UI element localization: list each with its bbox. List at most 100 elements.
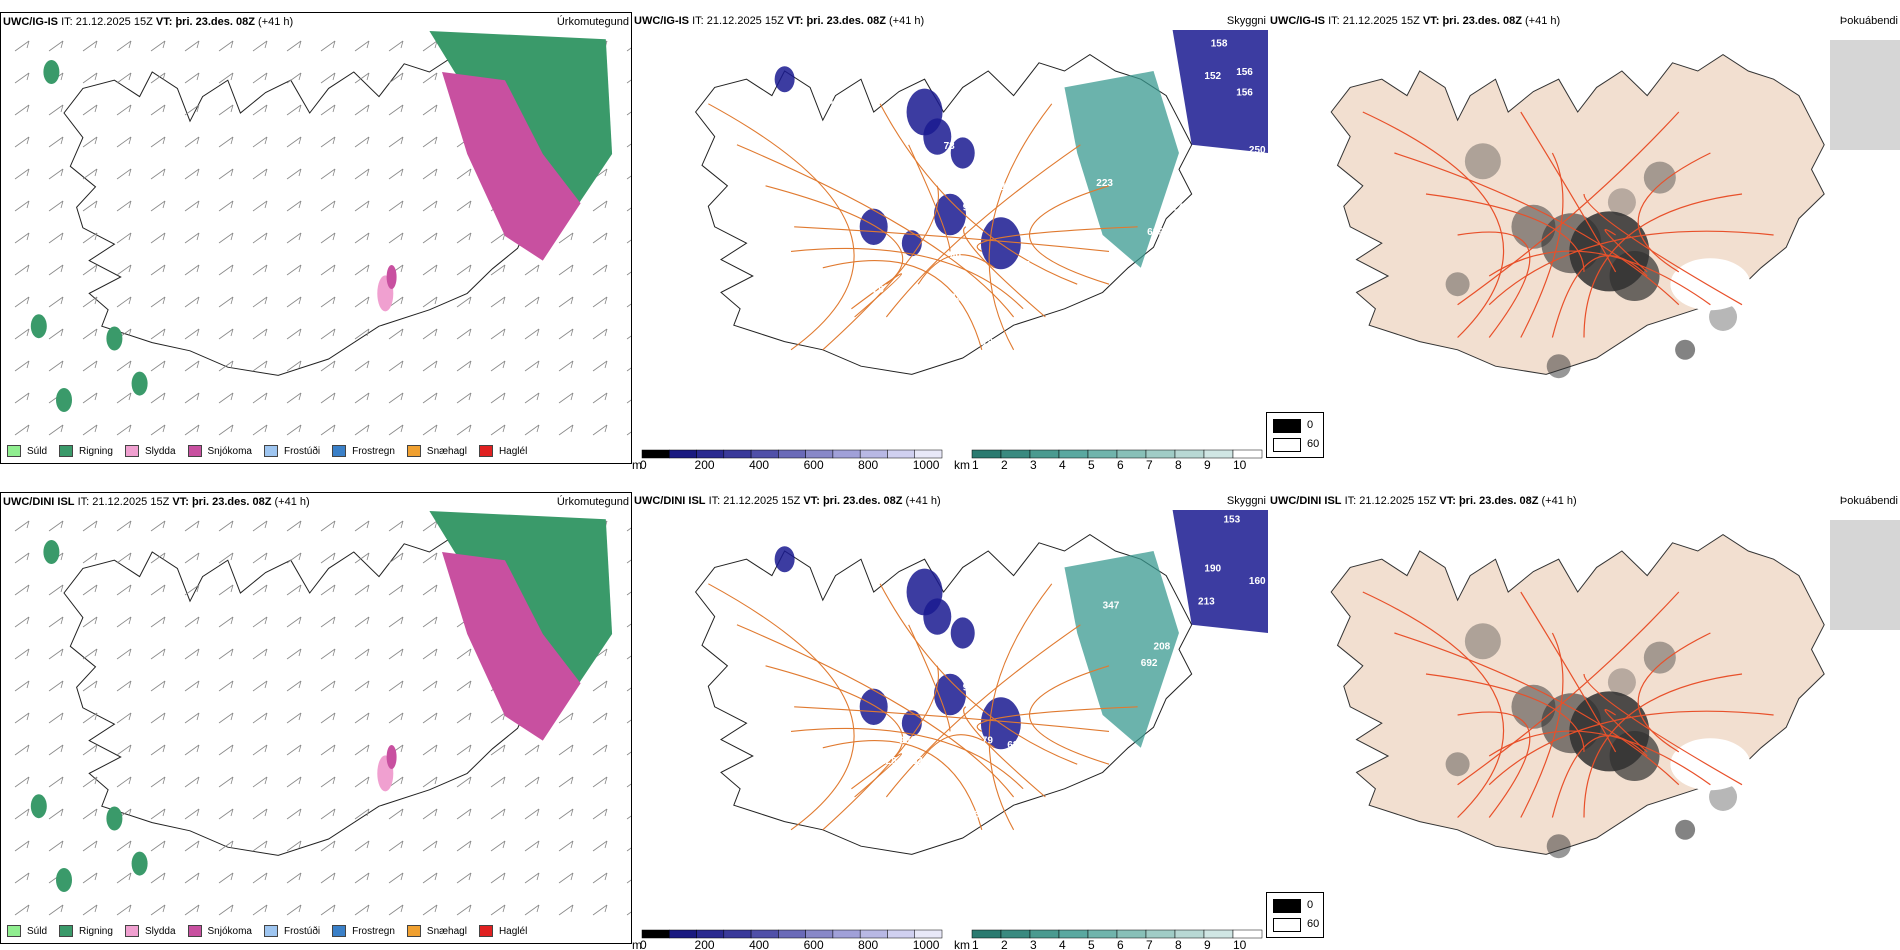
colorbar-tick: 5 <box>1088 938 1095 950</box>
ceiling-value-label: 692 <box>1141 658 1158 669</box>
wind-barb <box>184 520 200 532</box>
wind-barb <box>388 104 404 116</box>
wind-barb <box>558 296 574 308</box>
ceiling-value-label: 189 <box>982 338 999 349</box>
wind-barb <box>252 200 268 212</box>
wind-barb <box>14 136 30 148</box>
wind-barb <box>354 264 370 276</box>
wind-barb <box>354 328 370 340</box>
legend-item: Súld <box>7 925 47 937</box>
wind-barb <box>218 264 234 276</box>
low-visibility-area <box>1064 551 1179 748</box>
legend-label: Haglél <box>498 925 528 937</box>
colorbar-tick: 600 <box>804 938 824 950</box>
wind-barb <box>354 424 370 436</box>
legend-label: Rigning <box>79 925 113 937</box>
colorbar-cell <box>1058 929 1089 939</box>
wind-barb <box>524 776 540 788</box>
wind-barb <box>150 168 166 180</box>
wind-barb <box>150 296 166 308</box>
ceiling-value-label: 90 <box>899 736 911 747</box>
wind-barb <box>456 232 472 244</box>
legend-item: Snjókoma <box>187 445 252 457</box>
wind-barb <box>422 296 438 308</box>
wind-barb <box>48 680 64 692</box>
colorbar-cell <box>859 929 888 939</box>
colorbar-unit: m <box>632 458 642 470</box>
low-visibility-area <box>1064 71 1179 268</box>
wind-barb <box>558 392 574 404</box>
legend-item: Snæhagl <box>406 445 467 457</box>
wind-barb <box>252 296 268 308</box>
ceiling-value-label: 160 <box>1249 576 1266 587</box>
wind-barb <box>48 808 64 820</box>
colorbar-tick: 0 <box>640 938 647 950</box>
legend-swatch <box>59 445 74 457</box>
legend-swatch <box>124 445 139 457</box>
wind-barb <box>592 840 608 852</box>
ceiling-value-label: 158 <box>1211 38 1228 49</box>
wind-barb <box>184 264 200 276</box>
road-line <box>1394 632 1680 786</box>
road-line <box>765 665 904 765</box>
wind-barb <box>14 872 30 884</box>
ceiling-value-label: 100 <box>1001 182 1018 193</box>
wind-barb <box>354 72 370 84</box>
wind-barb <box>286 744 302 756</box>
wind-barb <box>388 872 404 884</box>
wind-barb <box>286 296 302 308</box>
wind-barb <box>218 552 234 564</box>
wind-barb <box>422 680 438 692</box>
road-line <box>963 706 1046 798</box>
offshore-low-ceiling <box>1172 510 1268 633</box>
colorbar-cell <box>723 449 752 459</box>
colorbar-tick: 1000 <box>913 938 940 950</box>
legend-label: Frostúði <box>283 445 321 457</box>
wind-barb <box>252 808 268 820</box>
wind-barb <box>422 616 438 628</box>
wind-barb <box>490 424 506 436</box>
road-line <box>1637 152 1711 273</box>
colorbar-tick: 9 <box>1204 458 1211 470</box>
wind-barb <box>116 520 132 532</box>
wind-barb <box>558 328 574 340</box>
ceiling-value-label: 220 <box>982 321 999 332</box>
wind-barb <box>388 40 404 52</box>
fog-legend-low: 60 <box>1307 438 1320 450</box>
wind-barb <box>626 847 631 852</box>
wind-barb <box>626 751 631 756</box>
wind-barb <box>422 808 438 820</box>
legend-item: Haglél <box>478 925 528 937</box>
ceiling-value-label: 188 <box>816 96 833 107</box>
legend-item: Snæhagl <box>406 925 467 937</box>
wind-barb <box>320 136 336 148</box>
offshore-fog <box>1830 520 1900 630</box>
wind-barb <box>320 424 336 436</box>
wind-barb <box>14 40 30 52</box>
wind-barb <box>354 104 370 116</box>
wind-barb <box>320 360 336 372</box>
low-ceiling-area <box>950 617 975 649</box>
road-line <box>976 226 1138 252</box>
wind-barb <box>82 392 98 404</box>
wind-barb <box>320 584 336 596</box>
glacier-clear <box>1670 738 1751 791</box>
colorbar-tick: 0 <box>640 458 647 470</box>
road-line <box>790 247 1024 310</box>
wind-barb <box>456 776 472 788</box>
wind-barb <box>48 232 64 244</box>
wind-barb <box>286 520 302 532</box>
colorbar-tick: 800 <box>858 458 878 470</box>
wind-barb <box>116 584 132 596</box>
wind-barb <box>286 584 302 596</box>
wind-barb <box>218 744 234 756</box>
rain-area <box>56 388 72 412</box>
ceiling-value-label: 156 <box>1236 88 1253 99</box>
fog-legend-low: 60 <box>1307 918 1320 930</box>
ceiling-value-label: 151 <box>1033 342 1050 353</box>
colorbar-cell <box>914 929 943 939</box>
wind-barb <box>286 808 302 820</box>
glacier-clear <box>1670 258 1751 311</box>
wind-barb <box>184 104 200 116</box>
ceiling-panel-row2: UWC/DINI ISL IT: 21.12.2025 15Z VT: þri.… <box>632 492 1268 950</box>
